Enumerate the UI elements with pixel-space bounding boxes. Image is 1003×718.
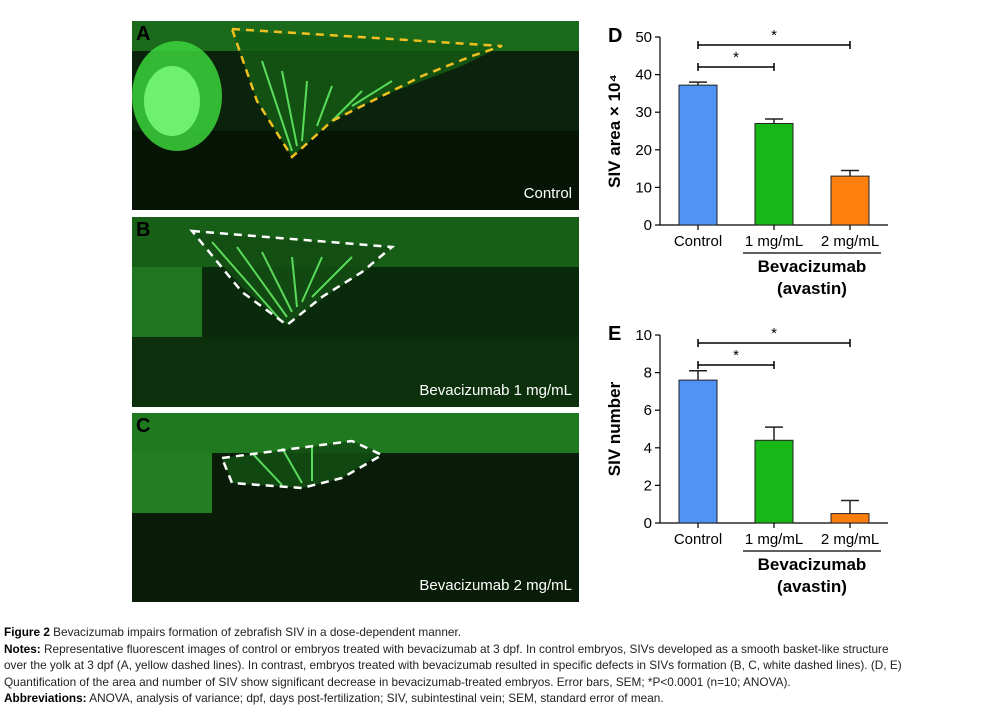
- group-label: (avastin): [777, 577, 847, 596]
- notes-line-3: Quantification of the area and number of…: [4, 674, 791, 689]
- notes-label: Notes:: [4, 641, 41, 656]
- group-label: (avastin): [777, 279, 847, 298]
- micrograph-panel-b: B Bevacizumab 1 mg/mL: [132, 217, 579, 407]
- bar-2-mg-ml: [830, 513, 870, 524]
- abbreviations-label: Abbreviations:: [4, 691, 87, 706]
- significance-star: *: [771, 27, 777, 44]
- y-tick-label: 10: [635, 179, 652, 196]
- micrograph-a-image: [132, 21, 579, 210]
- figure-label: Figure 2: [4, 625, 50, 639]
- y-tick-label: 40: [635, 67, 652, 84]
- figure-title: Bevacizumab impairs formation of zebrafi…: [49, 625, 462, 639]
- group-label: Bevacizumab: [758, 257, 867, 276]
- y-tick-label: 4: [644, 440, 652, 457]
- notes-line-2: over the yolk at 3 dpf (A, yellow dashed…: [4, 658, 902, 673]
- significance-star: *: [733, 49, 739, 66]
- x-tick-label: 2 mg/mL: [821, 233, 879, 250]
- x-tick-label: 1 mg/mL: [745, 233, 803, 250]
- panel-label-b: Bevacizumab 1 mg/mL: [419, 382, 572, 399]
- abbreviations-text: ANOVA, analysis of variance; dpf, days p…: [86, 691, 664, 706]
- x-tick-label: 2 mg/mL: [821, 531, 879, 548]
- bar-control: [678, 379, 718, 524]
- chart-e-siv-number: E 0 2 4 6 8 10 SIV number Control 1 mg/mL 2 mg/mL *…: [605, 323, 888, 596]
- micrograph-c-image: [132, 413, 579, 602]
- y-tick-label: 0: [644, 217, 652, 234]
- micrograph-panel-c: C Bevacizumab 2 mg/mL: [132, 413, 579, 602]
- bar-control: [678, 84, 718, 226]
- panel-label-a: Control: [523, 185, 572, 202]
- y-tick-label: 10: [635, 327, 652, 344]
- siv-outline-a: [230, 27, 503, 159]
- notes-line-1: Representative fluorescent images of con…: [40, 641, 889, 656]
- y-tick-label: 0: [644, 515, 652, 532]
- y-tick-label: 6: [644, 402, 652, 419]
- significance-star: *: [733, 347, 739, 364]
- y-tick-label: 2: [644, 477, 652, 494]
- y-tick-label: 50: [635, 29, 652, 46]
- chart-panel-letter: E: [608, 323, 621, 345]
- x-tick-label: 1 mg/mL: [745, 531, 803, 548]
- bar-1-mg-ml: [754, 122, 794, 226]
- siv-outline-c: [220, 439, 385, 490]
- y-axis-label: SIV area × 10⁴: [605, 74, 624, 188]
- chart-panel-letter: D: [608, 25, 622, 47]
- micrograph-b-image: [132, 217, 579, 407]
- panel-label-c: Bevacizumab 2 mg/mL: [419, 577, 572, 594]
- significance-star: *: [771, 325, 777, 342]
- siv-outline-b: [189, 229, 396, 327]
- panel-letter-a: A: [136, 23, 151, 45]
- x-tick-label: Control: [674, 233, 722, 250]
- bar-1-mg-ml: [754, 439, 794, 524]
- bar-2-mg-ml: [830, 175, 870, 226]
- y-tick-label: 20: [635, 142, 652, 159]
- y-tick-label: 30: [635, 104, 652, 121]
- group-label: Bevacizumab: [758, 555, 867, 574]
- x-tick-label: Control: [674, 531, 722, 548]
- y-axis-label: SIV number: [605, 381, 624, 476]
- chart-d-siv-area: D 0 10 20 30 40 50 SIV area × 10⁴ Control 1 mg/mL…: [605, 25, 888, 298]
- figure-caption: Figure 2 Bevacizumab impairs formation o…: [4, 624, 999, 707]
- panel-letter-c: C: [136, 415, 151, 437]
- y-tick-label: 8: [644, 365, 652, 382]
- panel-letter-b: B: [136, 219, 151, 241]
- micrograph-panel-a: A Control: [132, 21, 579, 210]
